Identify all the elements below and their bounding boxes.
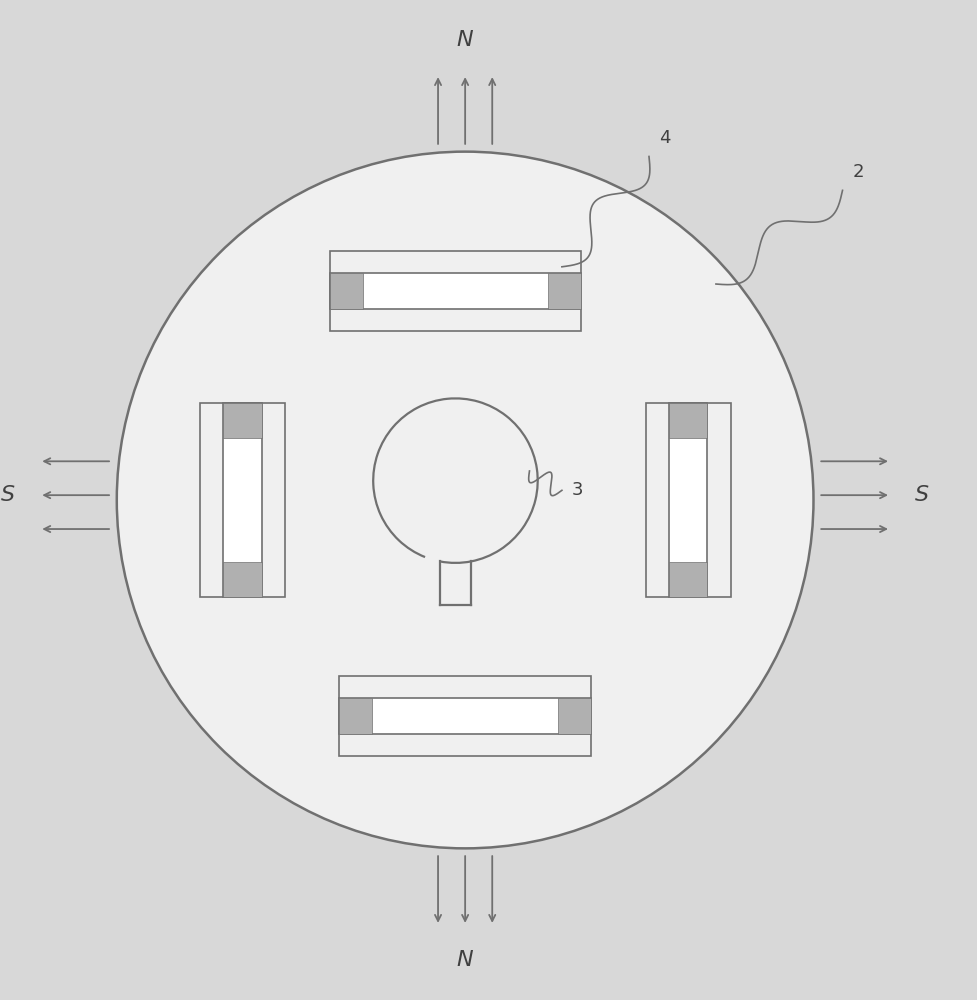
Bar bbox=[199, 403, 284, 597]
Text: S: S bbox=[914, 485, 928, 505]
Bar bbox=[223, 562, 261, 597]
Text: 2: 2 bbox=[851, 163, 863, 181]
Text: S: S bbox=[1, 485, 16, 505]
Text: 3: 3 bbox=[571, 481, 582, 499]
Bar bbox=[645, 403, 730, 597]
Bar bbox=[329, 251, 580, 331]
Bar bbox=[223, 403, 261, 597]
Bar bbox=[668, 403, 706, 597]
Bar bbox=[329, 273, 580, 309]
Bar bbox=[329, 273, 362, 309]
Bar bbox=[339, 698, 590, 734]
Text: N: N bbox=[456, 950, 473, 970]
Text: 4: 4 bbox=[658, 129, 669, 147]
Bar bbox=[339, 698, 372, 734]
Bar bbox=[339, 676, 590, 756]
Text: N: N bbox=[456, 30, 473, 50]
Bar bbox=[547, 273, 580, 309]
Circle shape bbox=[116, 152, 813, 848]
Bar bbox=[557, 698, 590, 734]
Bar bbox=[223, 403, 261, 438]
Bar bbox=[668, 562, 706, 597]
Bar bbox=[668, 403, 706, 438]
